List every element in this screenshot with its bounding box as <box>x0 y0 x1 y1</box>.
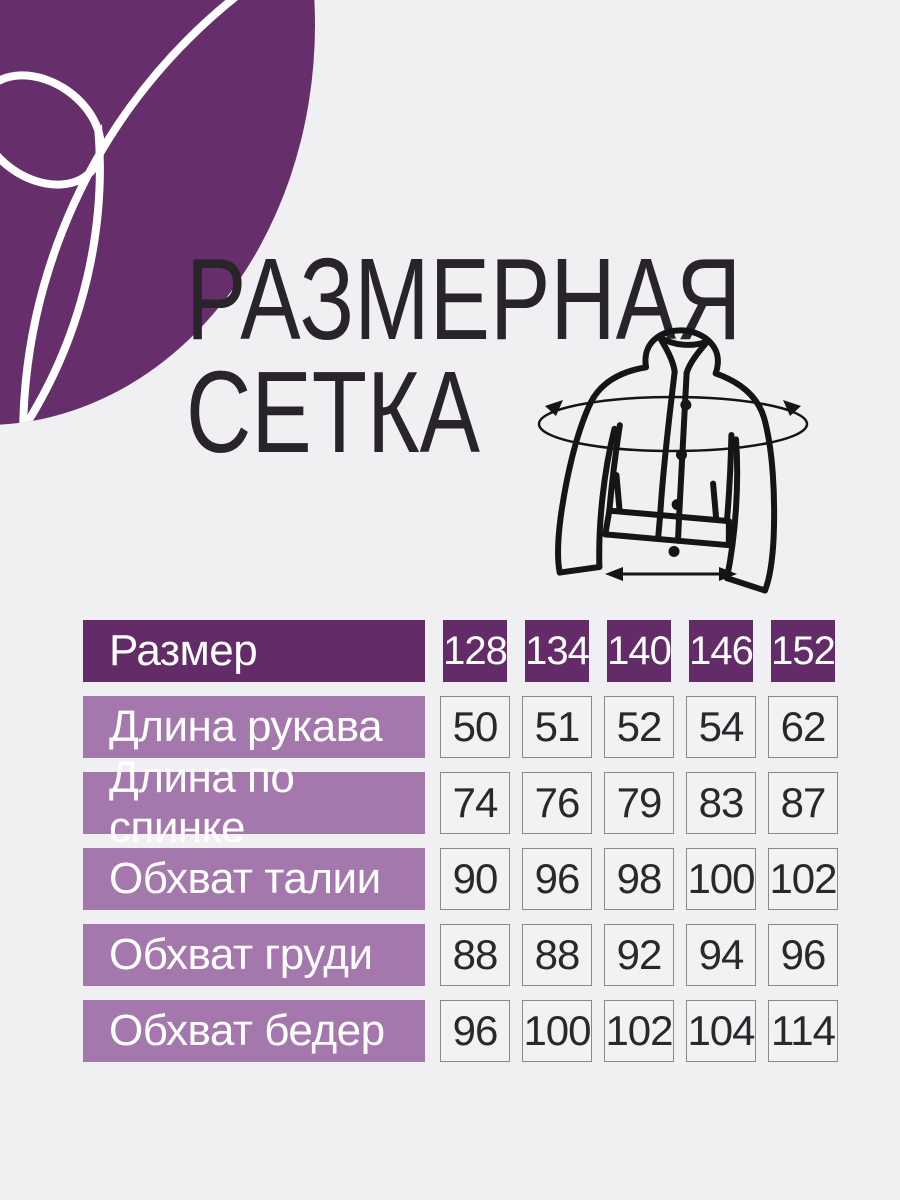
hem-width-arrow <box>605 567 737 581</box>
table-row-chest: Обхват груди 88 88 92 94 96 <box>83 924 838 986</box>
page-title-line2: СЕТКА <box>186 347 481 477</box>
value-cell: 96 <box>768 924 838 986</box>
value-cell: 114 <box>768 1000 838 1062</box>
row-label: Обхват груди <box>83 924 425 986</box>
value-cell: 76 <box>522 772 592 834</box>
table-row-back-length: Длина по спинке 74 76 79 83 87 <box>83 753 838 852</box>
size-header-cell: 152 <box>771 620 836 682</box>
value-cell: 96 <box>522 848 592 910</box>
value-cell: 100 <box>522 1000 592 1062</box>
value-cell: 102 <box>604 1000 674 1062</box>
row-label: Длина рукава <box>83 696 425 758</box>
jacket-icon <box>537 327 809 594</box>
table-row-waist: Обхват талии 90 96 98 100 102 <box>83 848 838 910</box>
value-cell: 50 <box>440 696 510 758</box>
row-label: Обхват талии <box>83 848 425 910</box>
table-row-sleeve-length: Длина рукава 50 51 52 54 62 <box>83 696 838 758</box>
size-header-cell: 140 <box>607 620 672 682</box>
page-title: РАЗМЕРНАЯ СЕТКА <box>186 234 742 477</box>
value-cell: 83 <box>686 772 756 834</box>
value-cell: 87 <box>768 772 838 834</box>
row-label: Обхват бедер <box>83 1000 425 1062</box>
row-label-size: Размер <box>83 620 425 682</box>
jacket-buttons <box>668 399 692 557</box>
value-cell: 104 <box>686 1000 756 1062</box>
value-cell: 96 <box>440 1000 510 1062</box>
value-cell: 94 <box>686 924 756 986</box>
row-label: Длина по спинке <box>83 753 425 852</box>
chest-girth-arrow <box>537 395 809 453</box>
size-header-cell: 128 <box>443 620 508 682</box>
value-cell: 79 <box>604 772 674 834</box>
decorative-blob <box>0 0 315 425</box>
value-cell: 90 <box>440 848 510 910</box>
value-cell: 100 <box>686 848 756 910</box>
page-title-line1: РАЗМЕРНАЯ <box>186 234 742 364</box>
table-row-hips: Обхват бедер 96 100 102 104 114 <box>83 1000 838 1062</box>
value-cell: 54 <box>686 696 756 758</box>
table-header-row: Размер 128 134 140 146 152 <box>83 620 838 682</box>
value-cell: 98 <box>604 848 674 910</box>
size-header-cell: 146 <box>689 620 754 682</box>
size-header-cell: 134 <box>525 620 590 682</box>
value-cell: 74 <box>440 772 510 834</box>
value-cell: 62 <box>768 696 838 758</box>
value-cell: 102 <box>768 848 838 910</box>
value-cell: 88 <box>440 924 510 986</box>
value-cell: 51 <box>522 696 592 758</box>
value-cell: 88 <box>522 924 592 986</box>
size-table: Размер 128 134 140 146 152 Длина рукава … <box>83 620 838 1062</box>
value-cell: 52 <box>604 696 674 758</box>
decorative-ring-small <box>0 71 105 189</box>
value-cell: 92 <box>604 924 674 986</box>
